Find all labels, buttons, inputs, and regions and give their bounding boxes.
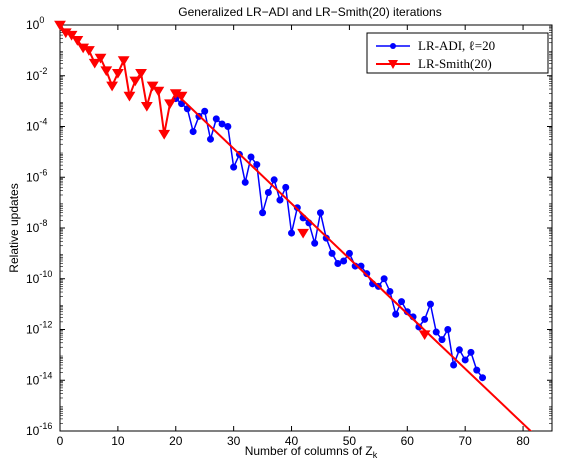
- series-lr-smith-point: [106, 81, 118, 92]
- y-tick-label: 10-4: [26, 117, 47, 134]
- series-lr-adi-point: [380, 275, 388, 283]
- series-lr-adi-point: [479, 374, 487, 382]
- series-layer: [54, 20, 533, 431]
- series-lr-adi-point: [345, 249, 353, 257]
- series-lr-smith-point: [123, 91, 136, 102]
- series-lr-smith-point: [129, 76, 142, 87]
- series-lr-adi-point: [473, 366, 481, 374]
- chart-title: Generalized LR−ADI and LR−Smith(20) iter…: [178, 5, 441, 19]
- series-lr-adi-point: [253, 161, 261, 169]
- series-lr-smith-point: [117, 56, 130, 66]
- y-axis: 100 10-2 10-4 10-6 10-8 10-10 10-12 10-14 10-16: [26, 15, 552, 438]
- series-lr-smith-point: [65, 30, 78, 41]
- series-lr-adi-point: [276, 196, 284, 204]
- series-lr-adi-point: [455, 346, 463, 354]
- series-lr-adi-point: [218, 120, 226, 128]
- legend-label: LR-Smith(20): [418, 56, 492, 71]
- series-lr-adi-point: [270, 176, 278, 184]
- series-lr-adi-point: [334, 260, 342, 268]
- series-lr-adi-point: [386, 287, 394, 295]
- series-lr-adi-point: [340, 257, 348, 265]
- y-tick-label: 10-6: [26, 167, 47, 184]
- series-lr-adi-point: [426, 300, 434, 308]
- series-lr-adi-point: [224, 123, 232, 130]
- x-axis-label: Number of columns of Zk: [245, 444, 378, 460]
- series-lr-adi-point: [467, 348, 475, 356]
- legend: LR-ADI, ℓ=20 LR-Smith(20): [366, 32, 549, 74]
- series-lr-adi-point: [247, 153, 255, 161]
- y-tick-label: 10-2: [26, 66, 47, 83]
- legend-box: [366, 32, 549, 74]
- x-axis-label-text: Number of columns of Z: [245, 444, 373, 458]
- x-tick-label: 50: [343, 434, 357, 448]
- legend-label: LR-ADI, ℓ=20: [418, 38, 495, 53]
- series-lr-adi-point: [328, 249, 336, 257]
- x-tick-label: 10: [111, 434, 125, 448]
- y-tick-label: 10-14: [26, 370, 52, 387]
- series-lr-smith-point: [83, 46, 95, 56]
- series-lr-adi-point: [392, 310, 400, 318]
- series-lr-smith-point: [54, 20, 66, 31]
- x-tick-label: 80: [516, 434, 530, 448]
- series-lr-smith-point: [135, 68, 147, 79]
- series-lr-smith-point: [146, 81, 159, 92]
- series-lr-adi-point: [230, 163, 238, 171]
- x-tick-label: 30: [227, 434, 241, 448]
- series-lr-smith-point: [297, 228, 309, 239]
- x-tick-label: 0: [57, 434, 64, 448]
- series-lr-adi-point: [461, 356, 469, 364]
- series-lr-smith-point: [71, 35, 84, 46]
- series-lr-smith-point: [418, 330, 431, 341]
- series-lr-adi-point: [450, 361, 458, 369]
- series-lr-adi-point: [311, 239, 319, 247]
- series-lr-adi-point: [201, 107, 209, 115]
- x-axis: 0 10 20 30 40 50 60 70 80: [57, 25, 530, 448]
- series-lr-smith-point: [164, 99, 176, 110]
- series-lr-adi-point: [264, 188, 272, 196]
- x-tick-label: 70: [458, 434, 472, 448]
- y-tick-label: 10-16: [26, 421, 52, 438]
- plot-area: [59, 24, 553, 432]
- series-lr-adi-point: [444, 326, 452, 333]
- series-lr-adi-point: [421, 315, 429, 323]
- series-lr-adi-point: [282, 183, 290, 191]
- series-lr-adi-point: [189, 128, 197, 136]
- series-lr-adi-point: [438, 336, 446, 344]
- series-lr-smith-point: [175, 91, 188, 102]
- legend-swatch-marker: [388, 60, 398, 69]
- series-lr-smith-point: [152, 86, 165, 97]
- series-lr-adi-point: [398, 298, 406, 306]
- series-lr-adi-point: [316, 209, 324, 217]
- series-lr-adi-point: [432, 328, 440, 336]
- y-tick-label: 10-8: [26, 218, 47, 235]
- series-lr-smith-point: [158, 129, 171, 140]
- series-lr-smith-point: [88, 58, 101, 69]
- y-tick-label: 100: [26, 15, 44, 32]
- series-lr-adi-point: [206, 135, 214, 143]
- series-lr-smith-point: [140, 101, 153, 112]
- x-axis-label-subscript: k: [373, 450, 378, 460]
- series-lr-smith-point: [100, 66, 113, 77]
- series-lr-adi-point: [212, 115, 220, 123]
- series-lr-smith-point: [94, 53, 107, 64]
- series-lr-smith-point: [111, 68, 124, 79]
- x-tick-label: 40: [285, 434, 299, 448]
- series-lr-smith-trend-line: [175, 92, 533, 431]
- legend-swatch-marker: [390, 43, 396, 49]
- series-lr-adi-point: [241, 178, 249, 186]
- series-lr-adi-point: [259, 209, 267, 217]
- x-tick-label: 60: [401, 434, 415, 448]
- series-lr-adi-point: [288, 229, 296, 237]
- x-tick-label: 20: [169, 434, 183, 448]
- y-tick-label: 10-10: [26, 269, 52, 286]
- y-tick-label: 10-12: [26, 320, 52, 337]
- y-axis-label: Relative updates: [7, 183, 21, 272]
